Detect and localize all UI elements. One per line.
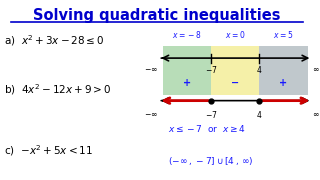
Text: $-\infty$: $-\infty$ (144, 110, 158, 119)
Text: a)  $x^2 + 3x - 28 \leq 0$: a) $x^2 + 3x - 28 \leq 0$ (4, 33, 105, 48)
Text: b)  $4x^2 - 12x + 9 > 0$: b) $4x^2 - 12x + 9 > 0$ (4, 83, 112, 97)
Text: c)  $-x^2 + 5x < 11$: c) $-x^2 + 5x < 11$ (4, 143, 93, 158)
Text: $-7$: $-7$ (205, 64, 218, 75)
Text: $\infty$: $\infty$ (312, 110, 319, 119)
Text: Solving quadratic inequalities: Solving quadratic inequalities (33, 8, 281, 23)
FancyBboxPatch shape (211, 46, 260, 95)
Text: $-\infty$: $-\infty$ (144, 65, 158, 74)
Text: −: − (231, 78, 239, 88)
FancyBboxPatch shape (163, 46, 211, 95)
Text: $x=-8$: $x=-8$ (172, 29, 202, 40)
Text: $\infty$: $\infty$ (312, 65, 319, 74)
Text: $x \leq -7$  or  $x \geq 4$: $x \leq -7$ or $x \geq 4$ (168, 123, 245, 134)
Text: $-7$: $-7$ (205, 109, 218, 120)
Text: $4$: $4$ (256, 109, 263, 120)
Text: $x=0$: $x=0$ (225, 29, 245, 40)
Text: $4$: $4$ (256, 64, 263, 75)
Text: +: + (183, 78, 191, 88)
Text: +: + (279, 78, 288, 88)
Text: $(-\infty\,,\,-7]\cup[4\,,\,\infty)$: $(-\infty\,,\,-7]\cup[4\,,\,\infty)$ (168, 155, 253, 167)
FancyBboxPatch shape (260, 46, 308, 95)
Text: $x=5$: $x=5$ (273, 29, 294, 40)
